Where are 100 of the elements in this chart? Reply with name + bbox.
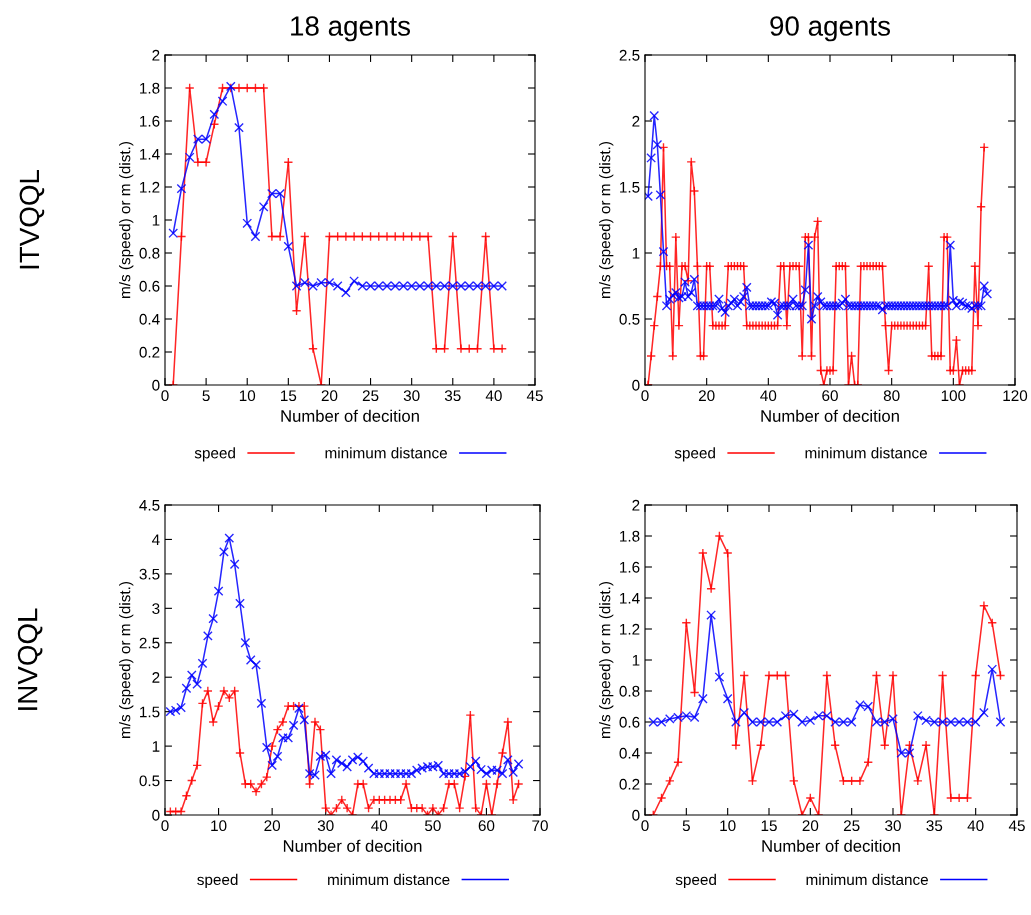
y-tick-label: 0.5: [619, 313, 640, 325]
x-tick-label: 50: [424, 820, 441, 832]
y-tick-label: 1.2: [620, 623, 640, 635]
y-tick-label: 0.6: [619, 716, 640, 728]
y-tick-label: 1.5: [140, 706, 160, 718]
y-tick-label: 1: [152, 741, 160, 752]
y-tick-label: 3.5: [139, 568, 160, 580]
point: [731, 717, 741, 727]
y-axis-title: m/s (speed) or m (dist.): [599, 142, 614, 298]
point: [830, 740, 840, 751]
x-tick-label: 100: [941, 390, 966, 402]
point: [912, 776, 923, 786]
y-tick-label: 0: [632, 809, 640, 821]
y-tick-label: 1: [632, 248, 640, 259]
y-tick-label: 1: [632, 655, 640, 666]
legend-label: speed: [197, 873, 238, 889]
point: [888, 670, 898, 681]
x-tick-label: 5: [202, 390, 210, 402]
point: [855, 776, 865, 786]
point: [979, 707, 989, 718]
point: [275, 231, 285, 242]
y-tick-label: 0.8: [139, 247, 160, 259]
point: [706, 610, 716, 620]
point: [489, 343, 499, 354]
y-tick-label: 2.5: [619, 49, 640, 61]
y-tick-label: 0.2: [619, 778, 640, 790]
y-tick-label: 1.4: [620, 593, 640, 604]
point: [912, 710, 923, 721]
y-tick-label: 2: [632, 499, 640, 511]
y-tick-label: 0: [152, 379, 160, 391]
chart-title: 18 agents: [291, 16, 411, 42]
point: [242, 218, 253, 229]
point: [822, 670, 832, 681]
point: [217, 96, 228, 107]
point: [415, 231, 425, 242]
x-tick-label: 60: [478, 820, 495, 832]
point: [747, 776, 758, 786]
point: [209, 109, 220, 120]
x-tick-label: 0: [641, 390, 649, 402]
x-tick-label: 45: [1008, 820, 1025, 832]
point: [184, 152, 195, 163]
x-tick-label: 30: [885, 820, 901, 832]
y-tick-label: 0.4: [139, 313, 160, 325]
y-tick-label: 1.5: [620, 182, 640, 193]
x-tick-label: 0: [161, 820, 169, 832]
point: [664, 776, 675, 786]
y-axis-title: m/s (speed) or m (dist.): [119, 142, 134, 298]
point: [698, 693, 708, 704]
x-tick-label: 20: [321, 390, 338, 402]
point: [921, 740, 931, 751]
x-axis-title: Number of decition: [281, 409, 419, 422]
y-tick-label: 2.5: [139, 637, 160, 649]
point: [656, 793, 667, 803]
point: [962, 793, 973, 803]
x-tick-label: 80: [883, 390, 900, 402]
point: [242, 83, 253, 93]
point: [714, 531, 725, 541]
point: [234, 83, 244, 93]
y-tick-label: 0: [152, 809, 160, 821]
point: [341, 287, 351, 298]
point: [258, 83, 269, 93]
point: [673, 757, 683, 768]
point: [258, 201, 269, 212]
x-tick-label: 30: [403, 390, 420, 402]
y-tick-label: 1.8: [620, 530, 640, 542]
y-tick-label: 2: [152, 672, 160, 683]
y-axis-title: m/s (speed) or m (dist.): [119, 581, 134, 738]
point: [946, 793, 956, 803]
point: [193, 157, 203, 168]
point: [423, 231, 433, 242]
y-tick-label: 1.2: [140, 181, 160, 193]
text: INVQQL: [17, 608, 43, 710]
text: ITVQQL: [19, 169, 45, 269]
legend-label: minimum distance: [325, 447, 447, 459]
x-tick-label: 40: [760, 390, 777, 402]
y-tick-label: 0: [632, 379, 640, 391]
point: [979, 600, 989, 611]
point: [954, 793, 964, 803]
point: [456, 343, 466, 354]
legend-label: speed: [675, 873, 716, 889]
legend-label: speed: [674, 447, 715, 462]
x-tick-label: 20: [802, 820, 819, 832]
legend-label: minimum distance: [805, 447, 927, 459]
y-tick-label: 0.8: [619, 685, 640, 697]
point: [987, 664, 998, 675]
x-tick-label: 10: [720, 820, 736, 832]
y-tick-label: 4: [151, 534, 160, 545]
x-tick-label: 35: [444, 390, 461, 402]
point: [250, 83, 261, 93]
y-tick-label: 1.4: [140, 149, 160, 160]
point: [341, 231, 351, 242]
point: [739, 707, 750, 718]
point: [234, 122, 244, 133]
point: [176, 183, 187, 194]
y-tick-label: 1: [152, 215, 160, 226]
x-tick-label: 5: [682, 820, 690, 832]
point: [184, 83, 195, 93]
y-tick-label: 2: [632, 115, 640, 127]
x-tick-label: 45: [526, 390, 543, 402]
point: [250, 231, 261, 242]
